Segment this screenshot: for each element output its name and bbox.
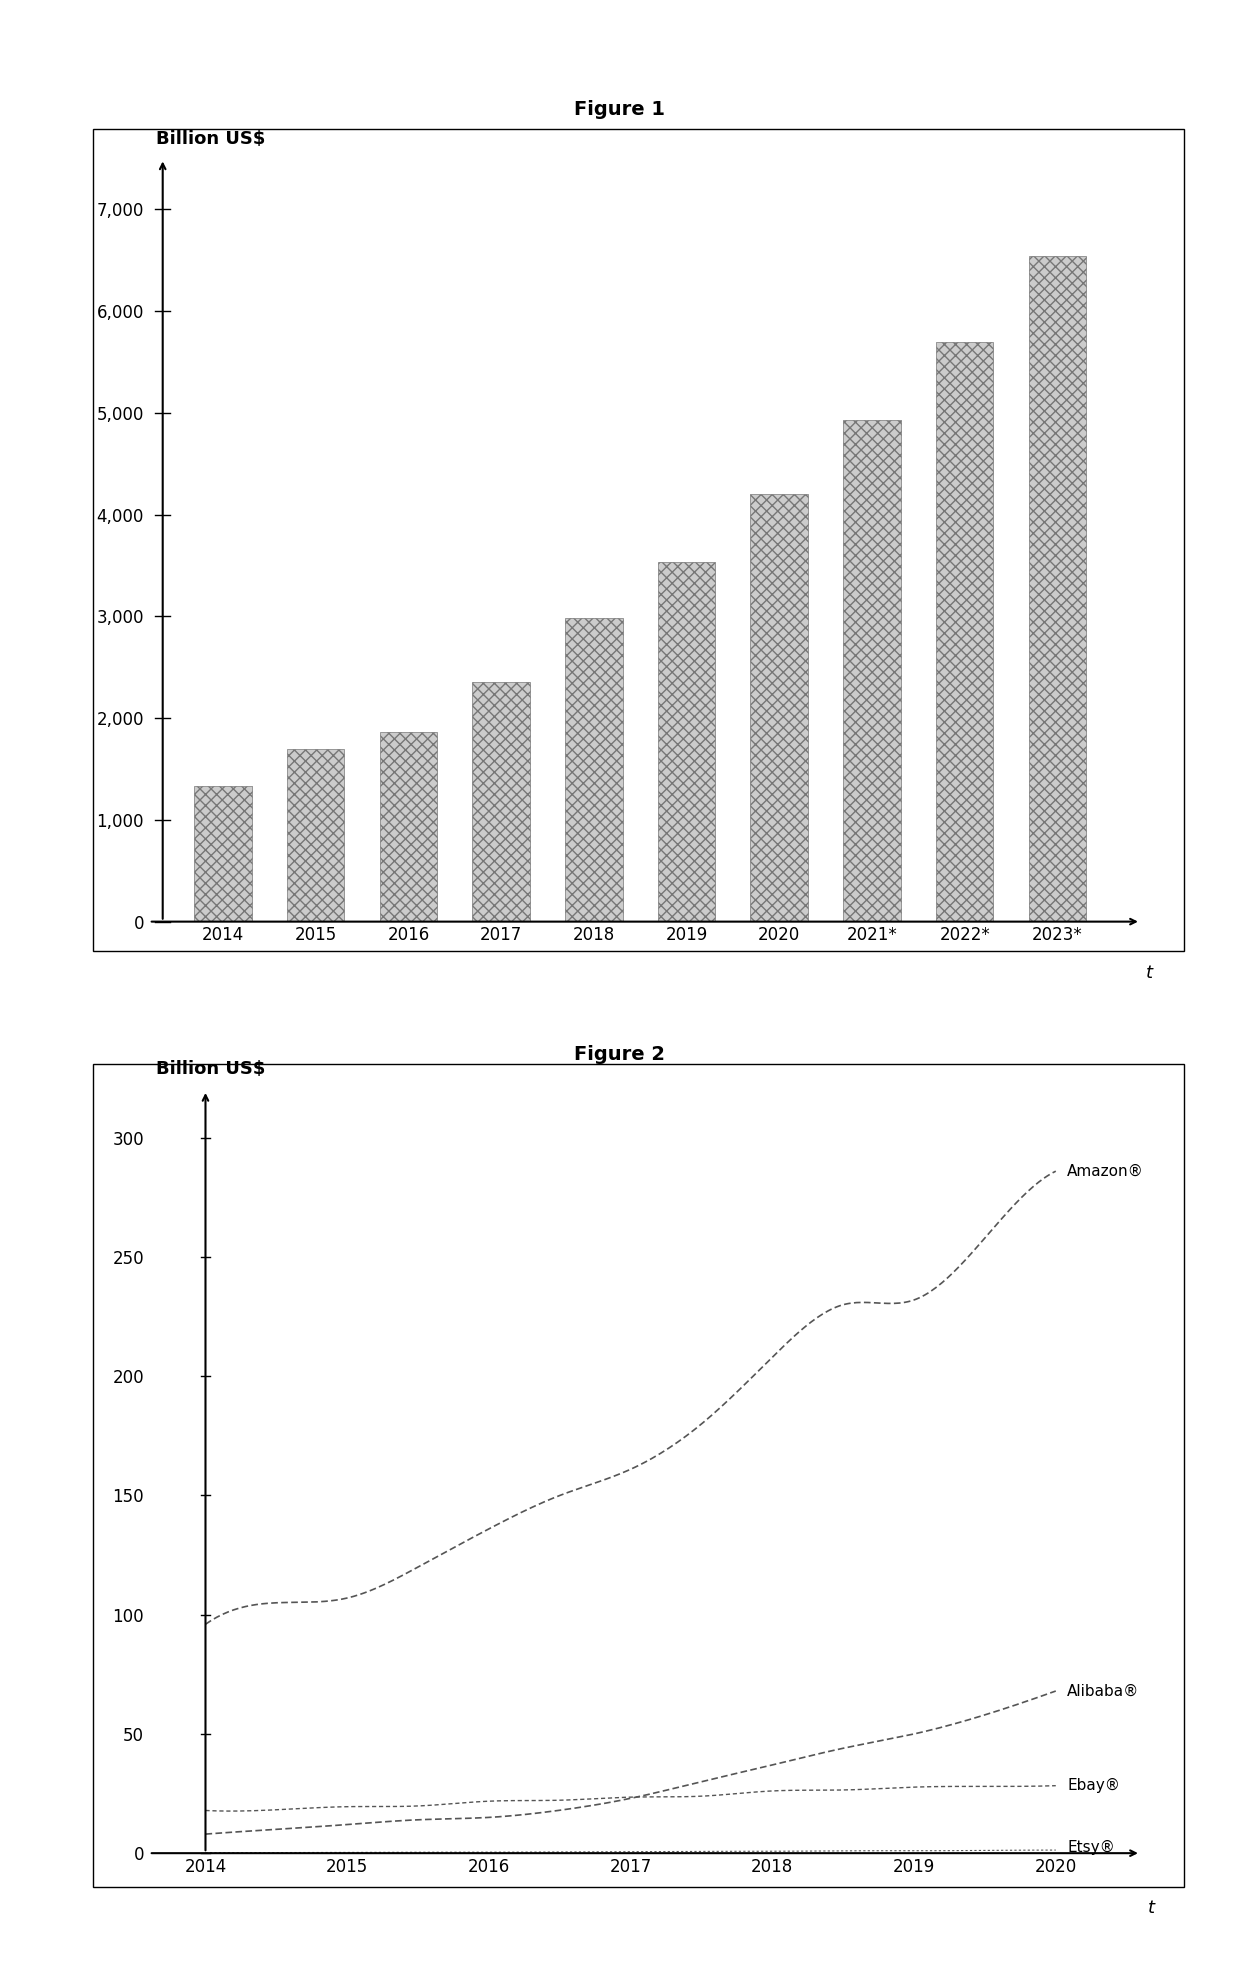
Text: Amazon®: Amazon® xyxy=(1068,1163,1145,1179)
Text: Figure 2: Figure 2 xyxy=(574,1045,666,1064)
Text: t: t xyxy=(1148,1899,1154,1917)
Text: Alibaba®: Alibaba® xyxy=(1068,1683,1140,1699)
Text: Figure 1: Figure 1 xyxy=(574,99,666,119)
Text: t: t xyxy=(1146,963,1152,981)
Bar xyxy=(195,785,252,922)
Text: Ebay®: Ebay® xyxy=(1068,1778,1120,1794)
Bar xyxy=(843,420,900,922)
Bar xyxy=(657,563,715,922)
Bar xyxy=(750,494,808,922)
Bar xyxy=(286,749,345,922)
Text: Billion US$: Billion US$ xyxy=(156,131,265,149)
Text: Billion US$: Billion US$ xyxy=(156,1060,265,1078)
Bar xyxy=(379,733,438,922)
Bar xyxy=(936,343,993,922)
Bar xyxy=(565,618,622,922)
Bar xyxy=(472,682,529,922)
Text: Etsy®: Etsy® xyxy=(1068,1839,1115,1855)
Bar xyxy=(1029,256,1086,922)
